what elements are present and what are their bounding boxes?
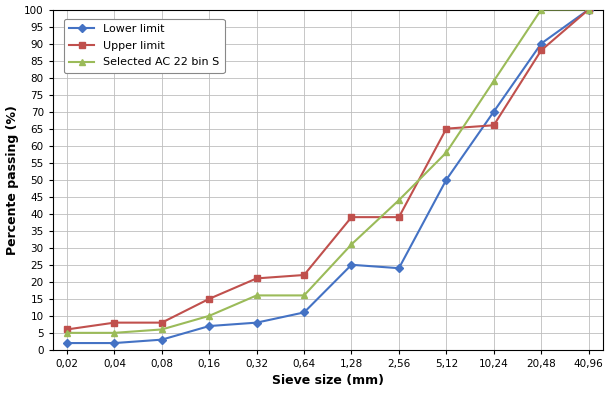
Lower limit [253,320,260,325]
Upper limit [348,215,355,220]
Selected AC 22 bin S [158,327,166,332]
Lower limit [111,341,118,345]
Line: Selected AC 22 bin S: Selected AC 22 bin S [64,6,592,336]
Lower limit [205,324,213,329]
Selected AC 22 bin S [395,198,403,202]
Lower limit [158,337,166,342]
Selected AC 22 bin S [111,331,118,335]
Line: Upper limit: Upper limit [64,7,591,332]
Upper limit [158,320,166,325]
Selected AC 22 bin S [443,150,450,155]
Upper limit [205,296,213,301]
Lower limit [301,310,308,315]
Lower limit [585,7,592,12]
Upper limit [301,273,308,277]
Selected AC 22 bin S [64,331,71,335]
Lower limit [64,341,71,345]
Selected AC 22 bin S [205,314,213,318]
Upper limit [443,126,450,131]
Upper limit [253,276,260,281]
X-axis label: Sieve size (mm): Sieve size (mm) [272,375,384,387]
Lower limit [490,109,497,114]
Selected AC 22 bin S [253,293,260,298]
Selected AC 22 bin S [301,293,308,298]
Selected AC 22 bin S [348,242,355,247]
Lower limit [443,177,450,182]
Lower limit [348,263,355,267]
Upper limit [111,320,118,325]
Line: Lower limit: Lower limit [64,7,591,346]
Selected AC 22 bin S [538,7,545,12]
Lower limit [395,266,403,270]
Upper limit [490,123,497,128]
Y-axis label: Percente passing (%): Percente passing (%) [5,105,18,255]
Selected AC 22 bin S [490,79,497,83]
Legend: Lower limit, Upper limit, Selected AC 22 bin S: Lower limit, Upper limit, Selected AC 22… [64,18,224,73]
Selected AC 22 bin S [585,7,592,12]
Upper limit [64,327,71,332]
Upper limit [585,7,592,12]
Upper limit [395,215,403,220]
Upper limit [538,48,545,53]
Lower limit [538,41,545,46]
